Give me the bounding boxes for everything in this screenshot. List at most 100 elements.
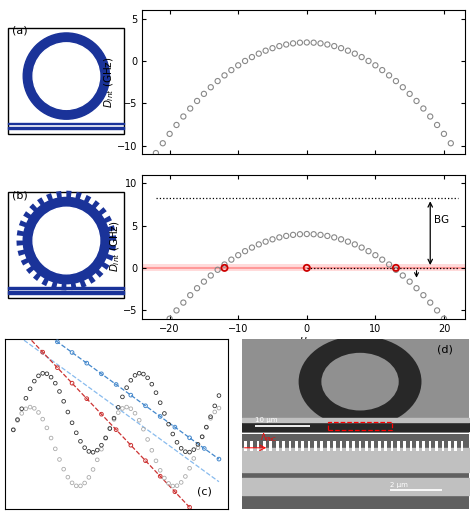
Circle shape — [23, 33, 109, 119]
Point — [194, 440, 202, 448]
Point — [9, 426, 17, 434]
Point — [136, 416, 143, 424]
Point — [392, 266, 400, 274]
Point — [433, 306, 441, 315]
Polygon shape — [87, 274, 96, 284]
Point — [81, 479, 89, 487]
Point — [123, 403, 130, 411]
Polygon shape — [107, 245, 116, 251]
Point — [24, 333, 32, 341]
Point — [89, 465, 97, 473]
Point — [30, 377, 38, 386]
Point — [447, 139, 455, 148]
Point — [173, 306, 180, 315]
Point — [190, 446, 198, 454]
Point — [241, 57, 249, 65]
Point — [248, 53, 255, 61]
Polygon shape — [75, 192, 82, 200]
Point — [85, 473, 92, 482]
Point — [39, 348, 46, 356]
X-axis label: $\mu$: $\mu$ — [299, 335, 308, 347]
Point — [372, 251, 379, 259]
Point — [392, 77, 400, 85]
Bar — [397, 441, 400, 451]
Point — [55, 455, 63, 464]
Point — [83, 395, 91, 403]
Point — [152, 457, 160, 465]
Point — [18, 405, 26, 413]
Point — [214, 77, 221, 85]
Point — [131, 371, 139, 379]
Point — [186, 464, 193, 472]
Point — [140, 370, 147, 378]
Circle shape — [23, 197, 109, 284]
Point — [324, 41, 331, 49]
Point — [127, 441, 135, 449]
Point — [275, 233, 283, 242]
Text: 10 μm: 10 μm — [255, 417, 278, 423]
Point — [47, 373, 55, 381]
Y-axis label: $D_{int}$ (5 GHz/div): $D_{int}$ (5 GHz/div) — [0, 384, 2, 464]
Point — [106, 425, 114, 433]
Polygon shape — [17, 241, 25, 246]
Point — [114, 403, 122, 411]
Point — [440, 130, 448, 138]
Point — [165, 480, 173, 488]
Point — [289, 231, 297, 239]
Point — [60, 397, 67, 406]
Point — [215, 392, 223, 400]
Bar — [403, 441, 406, 451]
Point — [202, 423, 210, 431]
Polygon shape — [21, 258, 30, 266]
Point — [98, 445, 105, 453]
Polygon shape — [29, 204, 38, 212]
Polygon shape — [94, 269, 103, 278]
Point — [156, 466, 164, 474]
Point — [180, 113, 187, 121]
Point — [275, 42, 283, 50]
Point — [156, 398, 164, 407]
Point — [73, 482, 80, 490]
Point — [207, 83, 215, 91]
Point — [262, 237, 269, 246]
Polygon shape — [18, 249, 27, 256]
Point — [166, 130, 173, 138]
Point — [22, 394, 30, 402]
Point — [440, 315, 448, 323]
Bar — [242, 339, 469, 432]
Text: $\Lambda_\mathrm{PhC}$: $\Lambda_\mathrm{PhC}$ — [260, 431, 277, 444]
Point — [330, 233, 338, 242]
Point — [52, 445, 59, 453]
Bar — [339, 441, 342, 451]
Point — [303, 264, 310, 272]
Point — [39, 415, 46, 423]
Polygon shape — [33, 272, 42, 281]
Point — [64, 473, 72, 481]
Point — [324, 232, 331, 240]
Point — [144, 435, 151, 444]
Point — [43, 370, 51, 378]
Point — [123, 383, 130, 392]
Point — [283, 41, 290, 49]
Point — [142, 456, 149, 465]
Bar — [365, 441, 368, 451]
Bar — [416, 441, 419, 451]
Point — [182, 448, 189, 456]
Point — [182, 472, 189, 481]
Bar — [270, 441, 272, 451]
Bar — [352, 441, 355, 451]
Point — [161, 474, 168, 482]
Point — [365, 57, 372, 65]
Point — [427, 113, 434, 121]
Point — [93, 446, 101, 454]
Point — [127, 376, 135, 384]
Polygon shape — [51, 281, 58, 289]
Point — [127, 391, 135, 399]
Polygon shape — [103, 215, 112, 224]
Point — [14, 415, 21, 424]
Text: (d): (d) — [438, 344, 453, 354]
Polygon shape — [71, 282, 77, 290]
Point — [131, 409, 139, 417]
Point — [156, 472, 164, 481]
Point — [235, 251, 242, 259]
